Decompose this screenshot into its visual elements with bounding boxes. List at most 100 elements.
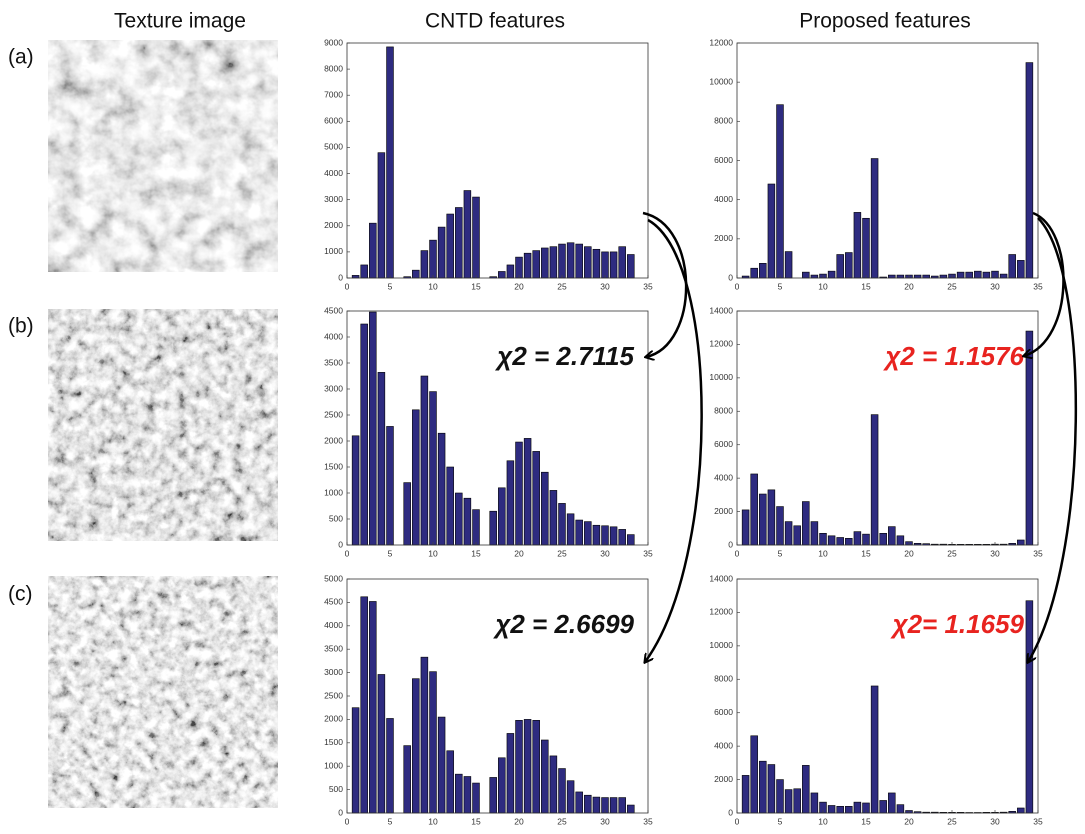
- bar: [802, 271, 810, 279]
- x-tick-label: 10: [818, 281, 828, 291]
- y-tick-label: 0: [338, 539, 343, 549]
- y-tick-label: 12000: [709, 607, 733, 617]
- y-tick-label: 4000: [714, 740, 733, 750]
- bar: [845, 806, 853, 814]
- x-tick-label: 25: [557, 548, 567, 558]
- bar: [498, 271, 506, 279]
- y-tick-label: 5000: [324, 573, 343, 583]
- x-tick-label: 35: [643, 281, 653, 291]
- bar: [360, 596, 368, 814]
- bar: [793, 525, 801, 546]
- plot-frame: [346, 42, 649, 279]
- bar: [386, 718, 394, 814]
- x-tick-label: 5: [388, 548, 393, 558]
- bar: [558, 503, 566, 546]
- y-tick-label: 3500: [324, 643, 343, 653]
- y-tick-label: 1000: [324, 487, 343, 497]
- bar: [609, 251, 618, 279]
- bar: [532, 720, 540, 814]
- bar: [601, 251, 609, 279]
- bar: [618, 246, 626, 279]
- x-tick-label: 20: [514, 281, 524, 291]
- y-tick-label: 10000: [709, 640, 733, 650]
- bar: [369, 222, 377, 279]
- bar: [888, 792, 896, 814]
- bar: [879, 532, 887, 546]
- bar: [767, 183, 776, 279]
- x-tick-label: 5: [778, 548, 783, 558]
- x-tick-label: 30: [990, 816, 1000, 826]
- bar: [922, 274, 930, 279]
- bar: [351, 707, 360, 814]
- x-tick-label: 10: [428, 281, 438, 291]
- y-tick-label: 4500: [324, 597, 343, 607]
- x-tick-label: 15: [471, 281, 481, 291]
- bar: [750, 267, 758, 279]
- chi-square-annotation: χ2 = 1.1576: [882, 341, 1024, 371]
- x-tick-label: 20: [904, 281, 914, 291]
- bar: [609, 526, 618, 546]
- bar: [592, 524, 601, 546]
- bar: [558, 768, 566, 814]
- bar: [523, 719, 532, 814]
- bar: [965, 271, 973, 279]
- x-tick-label: 10: [428, 548, 438, 558]
- y-tick-label: 8000: [714, 116, 733, 126]
- bar: [810, 792, 819, 814]
- bar: [429, 239, 437, 279]
- bar: [532, 250, 540, 279]
- x-tick-label: 15: [861, 548, 871, 558]
- x-tick-label: 5: [388, 281, 393, 291]
- x-tick-label: 20: [514, 548, 524, 558]
- bar: [896, 804, 905, 814]
- bar: [386, 426, 394, 546]
- y-tick-label: 0: [338, 272, 343, 282]
- plot-frame: [736, 310, 1039, 546]
- y-tick-label: 5000: [324, 142, 343, 152]
- bar: [420, 375, 429, 546]
- bar: [446, 750, 454, 814]
- y-tick-label: 3000: [324, 194, 343, 204]
- row-label: (b): [8, 315, 34, 338]
- plot-frame: [736, 578, 1039, 814]
- bar: [627, 804, 635, 814]
- plot-frame: [346, 310, 649, 546]
- bar: [515, 441, 523, 546]
- column-title: Texture image: [114, 10, 246, 33]
- bar: [836, 537, 844, 546]
- y-tick-label: 1500: [324, 461, 343, 471]
- x-tick-label: 0: [735, 816, 740, 826]
- x-tick-label: 0: [735, 548, 740, 558]
- bar: [810, 274, 819, 279]
- bar: [412, 269, 420, 279]
- bar: [759, 493, 767, 546]
- bar: [420, 656, 429, 814]
- bar: [845, 538, 853, 546]
- x-tick-label: 25: [947, 548, 957, 558]
- bar: [784, 789, 793, 814]
- x-tick-label: 30: [600, 548, 610, 558]
- x-tick-label: 15: [471, 548, 481, 558]
- chi-square-annotation: χ2 = 2.6699: [492, 609, 634, 639]
- texture-image: [48, 40, 278, 272]
- y-tick-label: 2000: [324, 435, 343, 445]
- bar: [498, 487, 506, 546]
- bar: [506, 733, 515, 814]
- plot-frame: [346, 578, 649, 814]
- plot-frame: [736, 42, 1039, 279]
- y-tick-label: 2500: [324, 690, 343, 700]
- bar: [741, 509, 750, 546]
- bar: [1017, 807, 1025, 814]
- x-tick-label: 30: [990, 281, 1000, 291]
- x-tick-label: 10: [818, 816, 828, 826]
- y-tick-label: 1500: [324, 737, 343, 747]
- bar: [1017, 260, 1025, 279]
- y-tick-label: 6000: [714, 707, 733, 717]
- y-tick-label: 8000: [714, 406, 733, 416]
- bar: [888, 526, 896, 546]
- y-tick-label: 0: [728, 539, 733, 549]
- bar: [437, 432, 446, 546]
- x-tick-label: 0: [345, 548, 350, 558]
- y-tick-label: 12000: [709, 37, 733, 47]
